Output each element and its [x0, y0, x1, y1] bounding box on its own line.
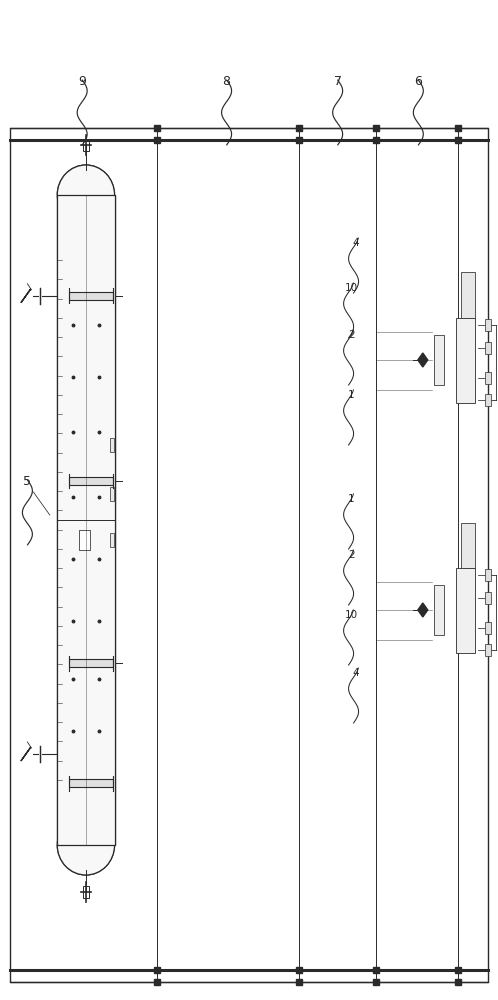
- Bar: [110, 438, 114, 452]
- Text: 7: 7: [334, 75, 342, 88]
- Bar: [485, 372, 491, 384]
- Bar: [485, 342, 491, 354]
- Bar: [69, 292, 114, 300]
- Text: 1: 1: [348, 494, 355, 504]
- Bar: [110, 532, 114, 546]
- Polygon shape: [21, 289, 31, 303]
- Bar: [373, 979, 379, 985]
- Ellipse shape: [57, 165, 115, 225]
- Bar: [485, 592, 491, 604]
- Bar: [485, 644, 491, 656]
- Bar: [485, 622, 491, 634]
- Text: 5: 5: [23, 475, 31, 488]
- Bar: [456, 567, 475, 652]
- Polygon shape: [418, 353, 428, 367]
- Bar: [154, 137, 160, 143]
- Bar: [373, 967, 379, 973]
- Text: 10: 10: [345, 610, 358, 620]
- Bar: [154, 979, 160, 985]
- Bar: [69, 659, 114, 667]
- Text: 2: 2: [348, 330, 355, 340]
- Bar: [485, 319, 491, 331]
- Ellipse shape: [57, 815, 115, 875]
- Text: 9: 9: [78, 75, 86, 88]
- Bar: [456, 318, 475, 402]
- Text: 1: 1: [348, 390, 355, 400]
- Polygon shape: [418, 603, 428, 617]
- Bar: [434, 335, 444, 385]
- Text: 10: 10: [345, 283, 358, 293]
- Bar: [455, 125, 461, 131]
- Bar: [455, 979, 461, 985]
- Text: 2: 2: [348, 550, 355, 560]
- Bar: [57, 195, 115, 845]
- Bar: [296, 137, 302, 143]
- Text: 4: 4: [353, 668, 360, 678]
- Text: 8: 8: [223, 75, 231, 88]
- Bar: [83, 886, 89, 898]
- Bar: [83, 139, 89, 151]
- Bar: [485, 394, 491, 406]
- Bar: [69, 779, 114, 787]
- Bar: [461, 272, 475, 318]
- Bar: [69, 477, 114, 485]
- Bar: [373, 137, 379, 143]
- Bar: [455, 137, 461, 143]
- Bar: [434, 585, 444, 635]
- Bar: [455, 967, 461, 973]
- Bar: [485, 569, 491, 581]
- Bar: [154, 125, 160, 131]
- Text: 4: 4: [353, 238, 360, 248]
- Bar: [10, 128, 488, 982]
- Bar: [296, 125, 302, 131]
- Bar: [57, 195, 115, 845]
- Polygon shape: [21, 747, 31, 761]
- Bar: [79, 530, 91, 550]
- Bar: [461, 522, 475, 568]
- Bar: [296, 979, 302, 985]
- Bar: [373, 125, 379, 131]
- Text: 6: 6: [414, 75, 422, 88]
- Bar: [296, 967, 302, 973]
- Bar: [110, 487, 114, 501]
- Bar: [154, 967, 160, 973]
